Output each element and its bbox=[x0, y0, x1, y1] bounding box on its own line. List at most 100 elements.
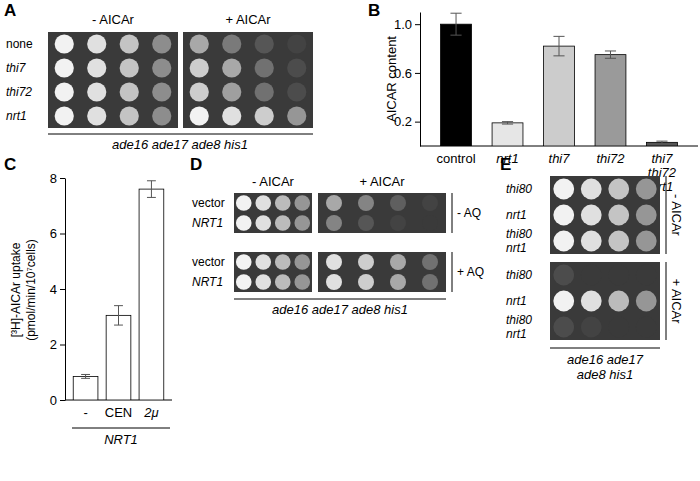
plate-background bbox=[318, 252, 446, 292]
error-cap bbox=[81, 378, 90, 379]
error-bar bbox=[81, 374, 90, 378]
colony-spot bbox=[222, 58, 241, 77]
colony-spot bbox=[608, 231, 629, 252]
colony-spot bbox=[422, 215, 438, 231]
error-stem bbox=[559, 36, 560, 55]
colony-spot bbox=[326, 274, 342, 290]
x-tick: CEN bbox=[105, 400, 132, 420]
y-tick-mark bbox=[415, 122, 420, 123]
y-tick-mark bbox=[60, 289, 65, 290]
colony-spot bbox=[255, 58, 274, 77]
colony-spot bbox=[152, 106, 171, 125]
strain-label: nrt1 bbox=[506, 208, 527, 222]
colony-spot bbox=[255, 34, 274, 53]
colony-spot bbox=[636, 317, 657, 338]
error-stem bbox=[85, 374, 86, 378]
colony-spot bbox=[422, 274, 438, 290]
colony-spot bbox=[152, 82, 171, 101]
colony-spot bbox=[581, 179, 602, 200]
strain-label: thi80 bbox=[506, 182, 532, 196]
y-tick-mark bbox=[415, 73, 420, 74]
spot-plate bbox=[234, 252, 312, 292]
plate-background bbox=[550, 176, 660, 254]
colony-spot bbox=[581, 231, 602, 252]
colony-spot bbox=[553, 179, 574, 200]
strain-label: NRT1 bbox=[192, 216, 223, 230]
text-line: ade8 his1 bbox=[577, 367, 633, 382]
colony-spot bbox=[55, 106, 74, 125]
colony-spot bbox=[608, 179, 629, 200]
condition-label: - AICAr bbox=[669, 194, 684, 237]
y-tick-label: 6 bbox=[50, 226, 57, 241]
error-bar bbox=[553, 36, 564, 55]
error-bar bbox=[605, 51, 616, 58]
y-axis-line bbox=[420, 13, 421, 147]
text-line: none bbox=[6, 37, 33, 51]
condition-bracket bbox=[666, 262, 667, 340]
colony-spot bbox=[636, 205, 657, 226]
y-tick-label: 2 bbox=[50, 337, 57, 352]
colony-spot bbox=[255, 82, 274, 101]
spot-plate bbox=[234, 193, 312, 233]
text-line: thi80 bbox=[506, 182, 532, 196]
colony-spot bbox=[55, 82, 74, 101]
plate-background bbox=[183, 32, 313, 128]
error-cap bbox=[114, 305, 123, 306]
treatment-bracket bbox=[452, 252, 453, 292]
plate-background bbox=[550, 262, 660, 340]
colony-spot bbox=[358, 215, 374, 231]
y-tick-label: 1.0 bbox=[394, 17, 412, 32]
x-tick: - bbox=[83, 400, 87, 420]
colony-spot bbox=[294, 254, 310, 270]
error-cap bbox=[114, 325, 123, 326]
colony-spot bbox=[294, 195, 310, 211]
colony-spot bbox=[255, 195, 271, 211]
error-stem bbox=[610, 51, 611, 58]
bar bbox=[595, 55, 626, 146]
error-bar bbox=[502, 122, 513, 124]
colony-spot bbox=[222, 34, 241, 53]
text-line: thi72 bbox=[6, 85, 32, 99]
colony-spot bbox=[87, 82, 106, 101]
spot-plate bbox=[318, 193, 446, 233]
colony-spot bbox=[553, 231, 574, 252]
colony-spot bbox=[326, 215, 342, 231]
error-cap bbox=[605, 50, 616, 51]
x-axis: -CEN2μ bbox=[65, 400, 172, 420]
error-bar bbox=[656, 141, 667, 143]
strain-label: nrt1 bbox=[6, 109, 27, 123]
strain-label: thi80nrt1 bbox=[506, 313, 532, 340]
caption-rule bbox=[72, 428, 170, 429]
colony-spot bbox=[152, 34, 171, 53]
genotype-caption: ade16 ade17ade8 his1 bbox=[567, 352, 644, 382]
treatment-bracket bbox=[452, 193, 453, 233]
colony-spot bbox=[287, 58, 306, 77]
error-cap bbox=[147, 197, 156, 198]
colony-spot bbox=[581, 291, 602, 312]
error-cap bbox=[656, 141, 667, 142]
spot-plate bbox=[48, 32, 178, 128]
condition-label: + AICAr bbox=[669, 278, 684, 324]
y-tick: 6 bbox=[50, 226, 65, 241]
colony-spot bbox=[422, 195, 438, 211]
colony-spot bbox=[358, 274, 374, 290]
colony-spot bbox=[275, 195, 291, 211]
colony-spot bbox=[608, 291, 629, 312]
colony-spot bbox=[120, 82, 139, 101]
y-tick: 0 bbox=[50, 393, 65, 408]
strain-label: none bbox=[6, 37, 33, 51]
colony-spot bbox=[581, 265, 602, 286]
error-cap bbox=[553, 36, 564, 37]
y-tick-mark bbox=[60, 234, 65, 235]
y-axis-title: (pmol/min/10⁷cells) bbox=[24, 239, 38, 341]
strain-label: vector bbox=[192, 255, 225, 269]
colony-spot bbox=[255, 215, 271, 231]
treatment-label: + AQ bbox=[457, 265, 484, 279]
colony-spot bbox=[287, 34, 306, 53]
colony-spot bbox=[87, 34, 106, 53]
colony-spot bbox=[55, 34, 74, 53]
colony-spot bbox=[636, 265, 657, 286]
error-cap bbox=[147, 180, 156, 181]
colony-spot bbox=[190, 82, 209, 101]
spot-plate bbox=[550, 176, 660, 254]
